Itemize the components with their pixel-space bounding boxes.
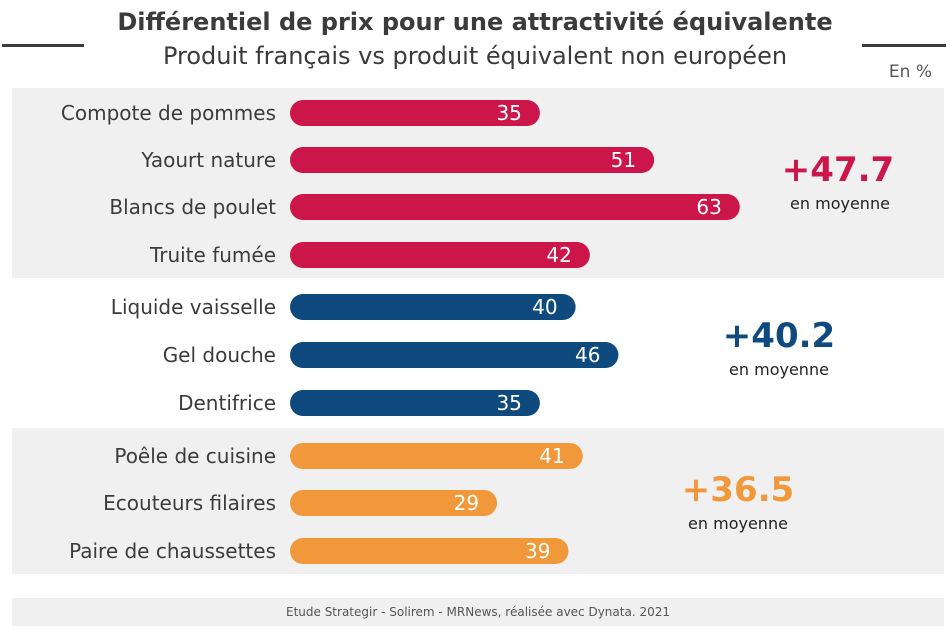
average-label-group2: en moyenne (729, 360, 829, 379)
bar-value-label: 35 (496, 391, 521, 415)
bar-chart: 35 Compote de pommes 51 Yaourt nature 63 Blan… (61, 100, 740, 564)
bar-value-label: 35 (496, 101, 521, 125)
source-footer: Etude Strategir - Solirem - MRNews, réal… (12, 598, 944, 626)
average-value-group3: +36.5 (681, 470, 795, 510)
bar-value-label: 40 (532, 295, 557, 319)
bar-value-label: 39 (525, 539, 550, 563)
bar (290, 100, 540, 126)
bar (290, 342, 619, 368)
chart-subtitle: Produit français vs produit équivalent n… (162, 42, 788, 70)
category-label: Gel douche (163, 343, 276, 367)
header-line-left (2, 44, 84, 47)
unit-label: En % (888, 62, 932, 82)
average-label-group3: en moyenne (688, 514, 788, 533)
category-label: Yaourt nature (140, 148, 276, 172)
bar (290, 147, 655, 173)
category-label: Paire de chaussettes (69, 539, 276, 563)
chart-title: Différentiel de prix pour une attractivi… (117, 8, 833, 36)
bar (290, 538, 569, 564)
category-label: Poêle de cuisine (114, 444, 276, 468)
bar (290, 390, 540, 416)
bar-value-label: 41 (539, 444, 564, 468)
bar (290, 294, 576, 320)
average-value-group2: +40.2 (722, 316, 836, 356)
bar-value-label: 51 (611, 148, 636, 172)
bar-value-label: 29 (454, 491, 479, 515)
bar-value-label: 63 (696, 195, 721, 219)
average-value-group1: +47.7 (781, 150, 895, 190)
category-label: Dentifrice (178, 391, 276, 415)
category-label: Truite fumée (149, 243, 276, 267)
average-label-group1: en moyenne (790, 194, 890, 213)
bar-value-label: 42 (546, 243, 571, 267)
bar-value-label: 46 (575, 343, 600, 367)
bar (290, 443, 583, 469)
bar (290, 194, 740, 220)
category-label: Blancs de poulet (109, 195, 276, 219)
category-label: Ecouteurs filaires (103, 491, 276, 515)
header-line-right (862, 44, 946, 47)
category-label: Compote de pommes (61, 101, 276, 125)
bar (290, 490, 498, 516)
category-label: Liquide vaisselle (111, 295, 276, 319)
bar (290, 242, 590, 268)
